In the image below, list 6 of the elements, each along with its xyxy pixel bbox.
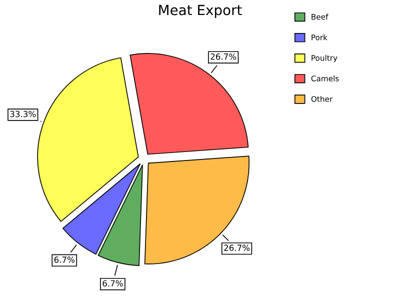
chart-title: Meat Export bbox=[159, 4, 242, 18]
data-label: 6.7% bbox=[54, 256, 74, 263]
data-label: 6.7% bbox=[102, 280, 123, 287]
data-label: 33.3% bbox=[10, 110, 36, 118]
data-label: 26.7% bbox=[210, 53, 236, 60]
data-label: 26.7% bbox=[224, 244, 250, 251]
